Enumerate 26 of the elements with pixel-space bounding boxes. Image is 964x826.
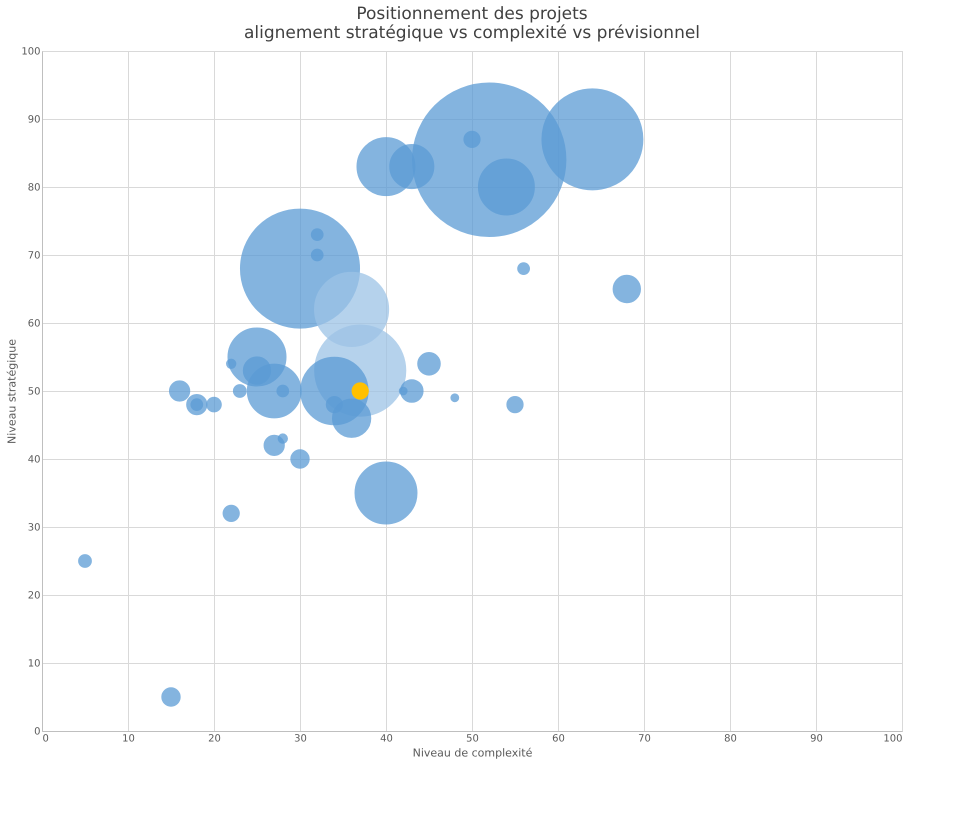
y-tick-label: 30 <box>28 522 40 534</box>
text: Positionnement des projets <box>356 4 588 24</box>
text: alignement stratégique vs complexité vs prévisionnel <box>244 23 700 43</box>
x-tick-label: 90 <box>810 734 823 744</box>
x-tick-label: 20 <box>208 734 221 744</box>
y-tick-label: 10 <box>28 658 40 670</box>
y-tick-label: 80 <box>28 182 40 194</box>
x-tick-label: 70 <box>638 734 651 744</box>
x-tick-label: 30 <box>294 734 307 744</box>
y-tick-label: 0 <box>34 726 40 738</box>
x-axis-title: Niveau de complexité <box>412 746 533 760</box>
y-tick-label: 60 <box>28 318 40 330</box>
x-tick-label: 60 <box>552 734 565 744</box>
y-tick-label: 40 <box>28 454 40 466</box>
x-tick-label: 10 <box>122 734 135 744</box>
y-tick-label: 70 <box>28 250 40 262</box>
y-tick-label: 50 <box>28 386 40 398</box>
x-tick-label: 80 <box>724 734 737 744</box>
y-tick-label: 100 <box>21 46 40 58</box>
x-tick-label: 0 <box>42 734 49 744</box>
y-axis-title: Niveau stratégique <box>5 338 18 444</box>
x-tick-label: 40 <box>380 734 393 744</box>
x-tick-label: 100 <box>883 734 902 744</box>
x-tick-label: 50 <box>466 734 479 744</box>
y-tick-label: 20 <box>28 590 40 602</box>
y-tick-label: 90 <box>28 114 40 126</box>
